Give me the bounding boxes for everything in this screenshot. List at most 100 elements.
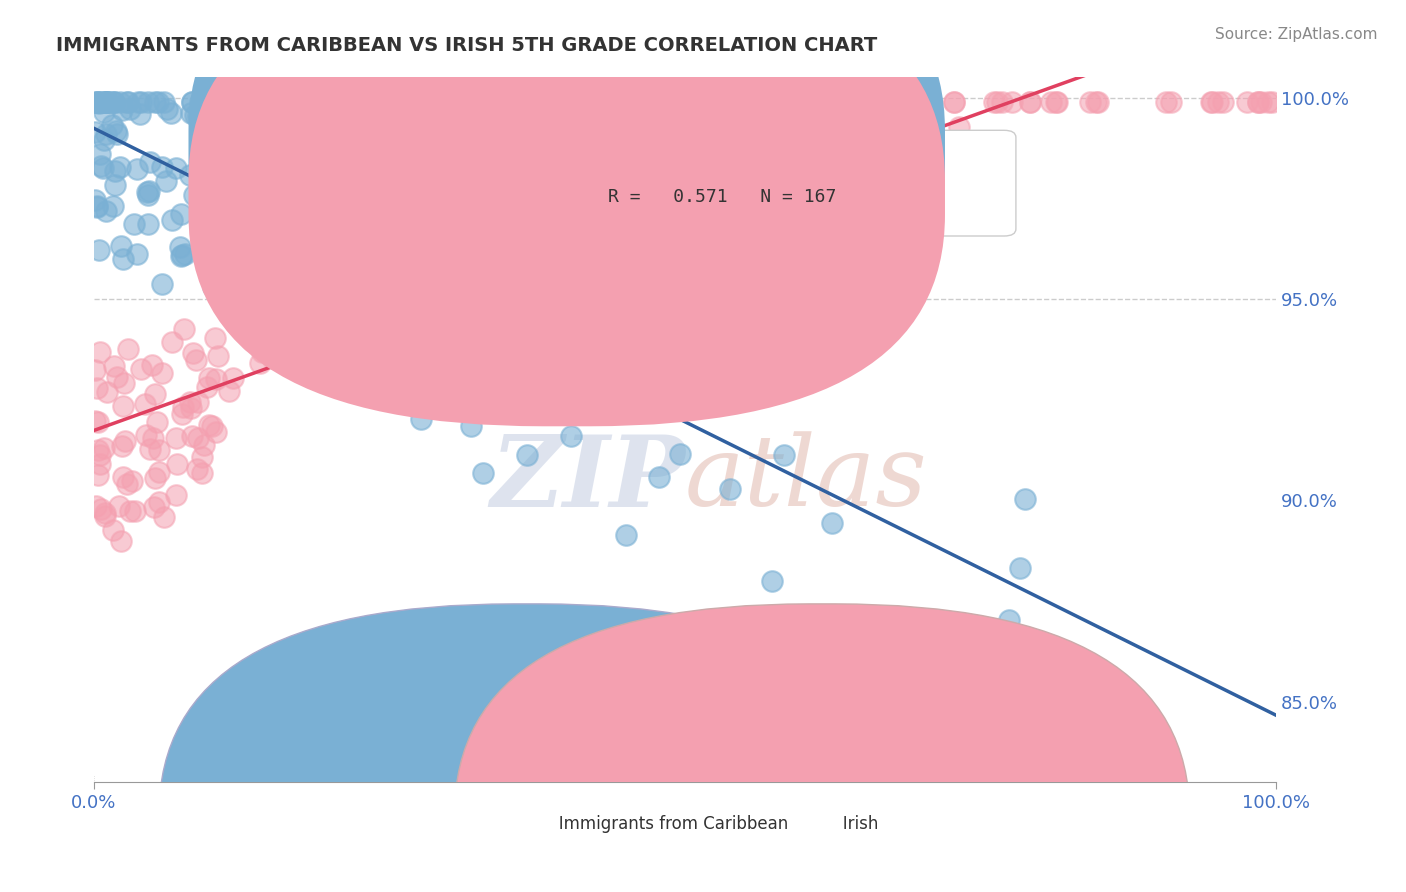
Point	[103, 95, 125, 109]
Point	[395, 198, 418, 212]
Point	[648, 469, 671, 483]
Point	[170, 207, 193, 221]
Point	[110, 533, 132, 548]
Point	[259, 173, 281, 187]
Point	[499, 258, 522, 272]
Point	[87, 467, 110, 482]
Point	[117, 343, 139, 357]
Point	[190, 450, 212, 465]
Point	[676, 291, 699, 305]
Point	[1247, 95, 1270, 109]
Point	[100, 118, 122, 132]
Point	[515, 293, 537, 308]
Point	[574, 120, 596, 135]
Point	[94, 95, 117, 109]
Point	[222, 95, 245, 109]
Point	[143, 386, 166, 401]
Point	[368, 335, 391, 350]
Point	[249, 356, 271, 370]
Point	[179, 168, 201, 182]
Point	[254, 95, 277, 109]
Point	[114, 434, 136, 448]
Point	[84, 95, 107, 109]
Point	[524, 350, 547, 364]
Point	[180, 106, 202, 120]
Point	[135, 428, 157, 442]
Point	[560, 429, 582, 443]
Point	[624, 141, 647, 155]
Point	[94, 95, 117, 109]
Point	[225, 100, 247, 114]
Point	[117, 95, 139, 109]
Point	[333, 243, 356, 257]
Point	[290, 120, 312, 134]
Point	[1085, 95, 1108, 109]
Point	[141, 359, 163, 373]
Point	[173, 246, 195, 260]
Point	[439, 171, 461, 186]
Point	[1087, 95, 1109, 109]
Point	[1008, 561, 1031, 575]
Point	[111, 440, 134, 454]
Point	[856, 95, 879, 109]
Point	[112, 376, 135, 390]
Point	[1001, 95, 1024, 109]
Point	[240, 334, 263, 349]
Point	[312, 355, 335, 369]
Point	[103, 359, 125, 374]
Point	[1212, 95, 1234, 109]
Point	[309, 236, 332, 251]
Point	[250, 345, 273, 359]
Point	[153, 510, 176, 524]
Point	[87, 415, 110, 429]
Point	[180, 401, 202, 415]
Point	[172, 248, 194, 262]
Point	[108, 95, 131, 109]
Point	[457, 229, 479, 244]
Point	[231, 187, 253, 202]
Point	[405, 215, 427, 229]
Point	[172, 400, 194, 414]
Point	[998, 613, 1021, 627]
Point	[367, 269, 389, 284]
Point	[94, 509, 117, 524]
Point	[218, 384, 240, 399]
Point	[690, 356, 713, 370]
Point	[89, 95, 111, 110]
Point	[294, 315, 316, 329]
Point	[96, 95, 118, 109]
FancyBboxPatch shape	[519, 130, 1017, 236]
Point	[380, 305, 402, 319]
Point	[146, 95, 169, 109]
Point	[328, 226, 350, 240]
Point	[339, 259, 361, 273]
Point	[623, 194, 645, 209]
Point	[148, 443, 170, 458]
Point	[1045, 95, 1067, 109]
Point	[404, 305, 426, 319]
Point	[718, 482, 741, 496]
Point	[87, 95, 110, 109]
Point	[121, 474, 143, 488]
Point	[118, 102, 141, 116]
Point	[340, 310, 363, 325]
Point	[103, 523, 125, 537]
Point	[84, 363, 107, 377]
Point	[107, 499, 129, 513]
Point	[942, 95, 965, 109]
Point	[187, 394, 209, 409]
Point	[129, 107, 152, 121]
FancyBboxPatch shape	[159, 604, 894, 892]
Point	[150, 160, 173, 174]
Point	[160, 106, 183, 120]
Point	[943, 95, 966, 109]
Point	[359, 287, 381, 301]
Point	[290, 171, 312, 186]
Point	[1078, 95, 1101, 109]
Point	[432, 301, 454, 315]
Point	[700, 169, 723, 184]
Point	[666, 95, 689, 109]
Point	[195, 380, 218, 394]
Point	[312, 235, 335, 249]
Point	[460, 418, 482, 433]
